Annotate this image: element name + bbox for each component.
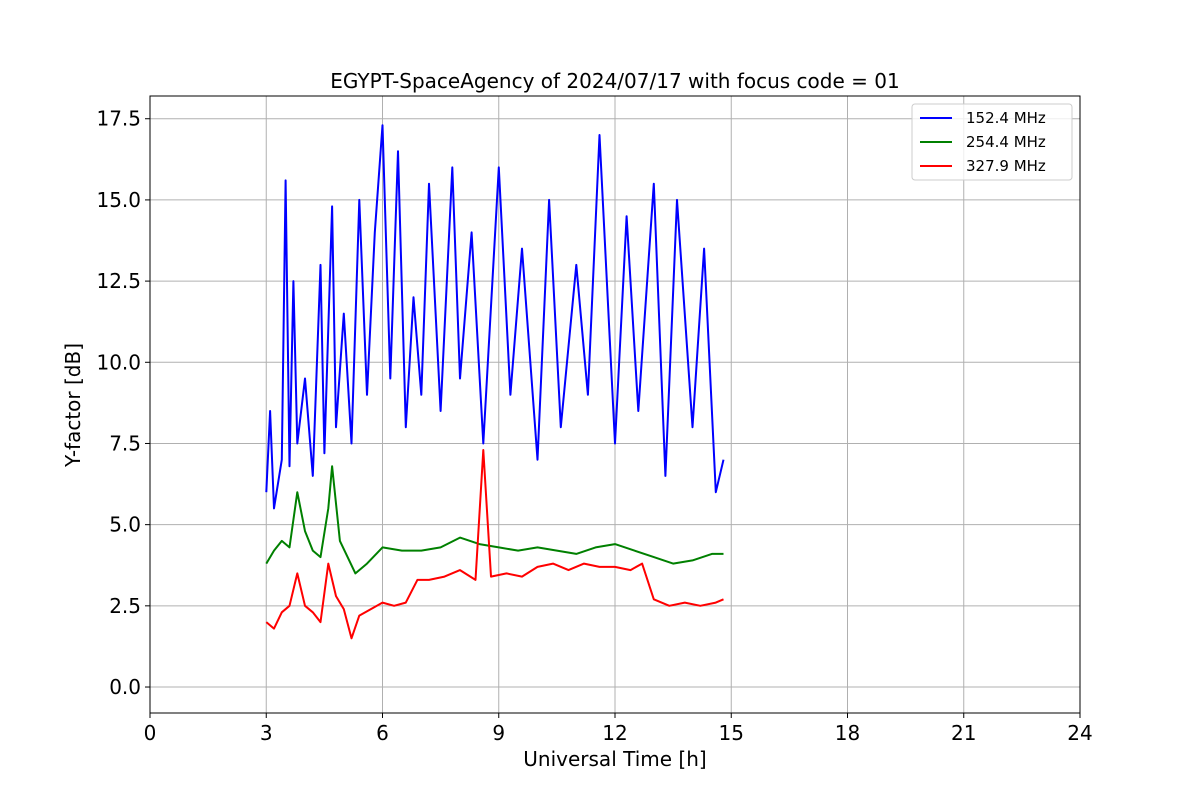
y-tick-label: 0.0 bbox=[109, 675, 141, 699]
series-line-2 bbox=[265, 449, 724, 640]
legend-label-1: 254.4 MHz bbox=[966, 133, 1046, 151]
legend-label-2: 327.9 MHz bbox=[966, 157, 1046, 175]
y-tick-label: 2.5 bbox=[109, 594, 141, 618]
legend-box bbox=[911, 103, 1073, 181]
x-tick-label: 24 bbox=[1067, 721, 1092, 745]
x-axis-label: Universal Time [h] bbox=[523, 747, 706, 771]
x-tick-label: 18 bbox=[835, 721, 860, 745]
legend: 152.4 MHz 254.4 MHz 327.9 MHz bbox=[911, 103, 1073, 181]
x-tick-label: 15 bbox=[719, 721, 744, 745]
x-axis: 0 3 6 9 12 15 18 21 24 bbox=[144, 713, 1093, 745]
series-line-0 bbox=[265, 124, 725, 510]
y-tick-label: 17.5 bbox=[96, 107, 141, 131]
y-tick-label: 5.0 bbox=[109, 513, 141, 537]
y-tick-label: 15.0 bbox=[96, 188, 141, 212]
x-tick-label: 21 bbox=[951, 721, 976, 745]
y-tick-label: 7.5 bbox=[109, 431, 141, 455]
legend-label-0: 152.4 MHz bbox=[966, 109, 1046, 127]
series-line-1 bbox=[265, 465, 724, 575]
y-axis-label: Y-factor [dB] bbox=[61, 343, 85, 468]
series-layer bbox=[265, 124, 725, 640]
x-tick-label: 0 bbox=[144, 721, 157, 745]
x-tick-label: 12 bbox=[602, 721, 627, 745]
x-tick-label: 9 bbox=[492, 721, 505, 745]
y-axis: 0.0 2.5 5.0 7.5 10.0 12.5 15.0 17.5 bbox=[96, 107, 150, 699]
x-tick-label: 6 bbox=[376, 721, 389, 745]
y-tick-label: 10.0 bbox=[96, 350, 141, 374]
chart-title: EGYPT-SpaceAgency of 2024/07/17 with foc… bbox=[330, 69, 899, 93]
x-tick-label: 3 bbox=[260, 721, 273, 745]
y-tick-label: 12.5 bbox=[96, 269, 141, 293]
